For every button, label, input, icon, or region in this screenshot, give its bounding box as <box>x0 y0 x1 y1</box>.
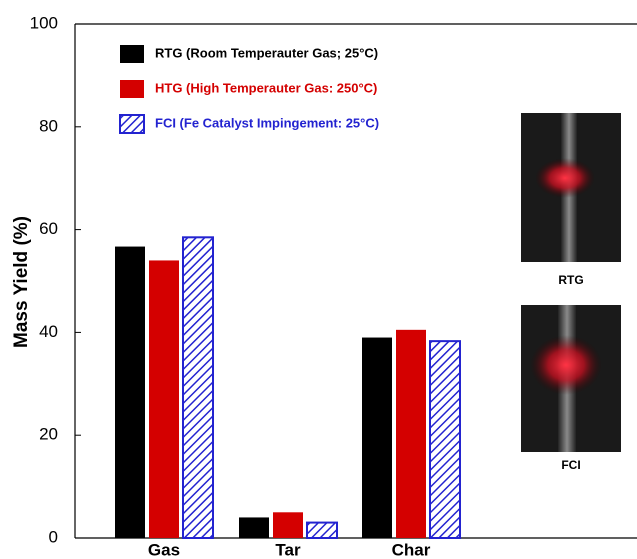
bar <box>396 330 426 538</box>
x-tick-label: Gas <box>148 540 180 559</box>
bar <box>115 247 145 538</box>
legend-swatch <box>120 80 144 98</box>
bar <box>307 523 337 538</box>
bar <box>149 260 179 538</box>
chart: RTG FCI Mass Yield (%) 0 20 40 60 80 100 Gas Ta… <box>0 0 637 559</box>
bar <box>362 338 392 538</box>
y-tick-label: 60 <box>39 219 58 238</box>
legend-label: HTG (High Temperauter Gas: 250°C) <box>155 80 377 95</box>
image-label: RTG <box>558 273 583 287</box>
legend-swatch <box>120 45 144 63</box>
bar <box>239 517 269 538</box>
image-label: FCI <box>561 458 580 472</box>
y-axis-label: Mass Yield (%) <box>11 216 32 348</box>
y-tick-label: 0 <box>49 527 58 546</box>
x-tick-label: Tar <box>275 540 301 559</box>
photo-fci <box>521 305 621 452</box>
legend-swatch <box>120 115 144 133</box>
bar <box>183 237 213 538</box>
photo-rtg <box>521 113 621 262</box>
y-tick-label: 80 <box>39 116 58 135</box>
y-tick-label: 20 <box>39 425 58 444</box>
x-tick-label: Char <box>392 540 431 559</box>
y-tick-label: 100 <box>30 13 58 32</box>
bar <box>273 512 303 538</box>
bar <box>430 341 460 538</box>
legend-label: FCI (Fe Catalyst Impingement: 25°C) <box>155 115 379 130</box>
y-tick-label: 40 <box>39 322 58 341</box>
legend-label: RTG (Room Temperauter Gas; 25°C) <box>155 45 378 60</box>
